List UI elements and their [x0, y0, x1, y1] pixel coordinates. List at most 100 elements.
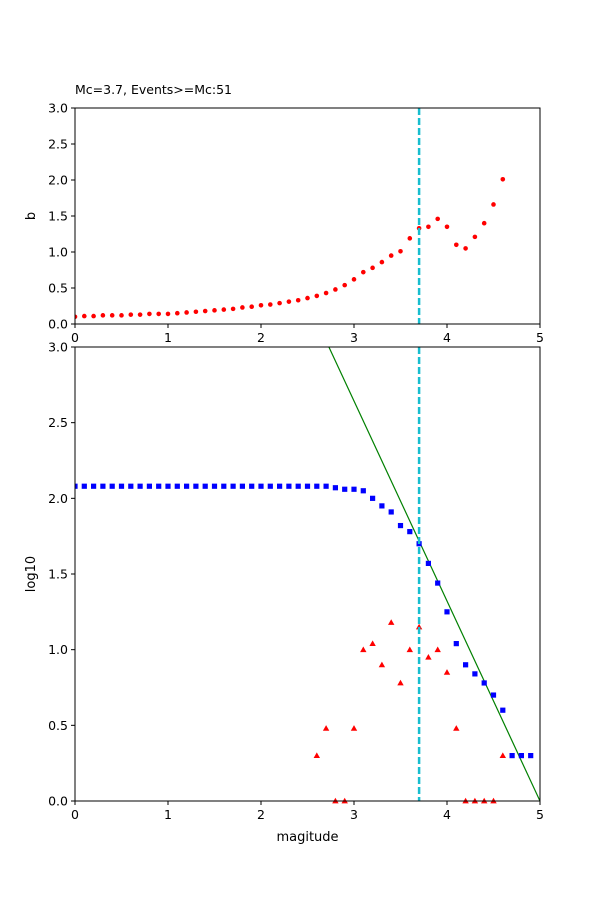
top-y-tick-label: 0.5 [48, 281, 68, 296]
top-point [454, 242, 459, 248]
top-point [361, 269, 366, 275]
bottom-point [509, 753, 515, 759]
bottom-point [463, 662, 469, 668]
top-point [407, 236, 413, 241]
top-point [286, 299, 292, 304]
bottom-point [230, 483, 236, 489]
top-point [277, 300, 282, 306]
top-panel-title: Mc=3.7, Events>=Mc:51 [75, 82, 232, 97]
bottom-point [379, 503, 385, 509]
top-point [314, 293, 320, 299]
bottom-point [360, 488, 366, 494]
bottom-point [314, 483, 320, 489]
top-point [491, 202, 496, 207]
bottom-point [351, 486, 357, 492]
bottom-point [174, 483, 180, 489]
bottom-point [443, 669, 451, 675]
bottom-panel-marks [75, 346, 540, 804]
bottom-y-tick-label: 3.0 [48, 340, 68, 355]
bottom-point [500, 707, 506, 713]
bottom-point [193, 483, 199, 489]
top-x-tick-label: 2 [257, 330, 265, 345]
top-y-tick-label: 3.0 [48, 101, 68, 116]
bottom-point [425, 654, 432, 660]
bottom-point [109, 483, 115, 489]
top-plot-area [75, 176, 506, 320]
bottom-point [184, 483, 190, 489]
bottom-panel-axes: 0 1 2 3 4 5 0.0 0.5 1.0 1.5 2.0 2.5 3.0 [48, 340, 544, 823]
log10-panel: magitude log10 0 1 2 3 4 5 0.0 0.5 1.0 1.5 2.0 2.5 3… [24, 340, 544, 846]
top-point [351, 277, 357, 282]
bottom-point [528, 753, 534, 759]
top-point [333, 287, 338, 292]
bottom-point [137, 483, 143, 489]
bottom-point [118, 483, 125, 489]
b-value-panel: Mc=3.7, Events>=Mc:51 b 0 1 2 3 4 5 0.0 0.5 1.0 1… [24, 82, 544, 345]
bottom-point [313, 752, 320, 758]
top-point [342, 282, 348, 288]
bottom-plot-area [75, 346, 540, 804]
bottom-point [360, 646, 367, 653]
bottom-point [304, 483, 311, 489]
bottom-point [490, 692, 497, 698]
bottom-point [277, 483, 283, 489]
top-point [75, 314, 78, 320]
top-point [240, 305, 245, 310]
top-panel-axes: 0 1 2 3 4 5 0.0 0.5 1.0 1.5 2.0 2.5 3.0 [48, 101, 544, 346]
bottom-point [342, 486, 348, 492]
top-point [202, 308, 208, 314]
bottom-point [434, 646, 441, 653]
top-point [100, 313, 106, 318]
bottom-point [75, 483, 78, 489]
bottom-point [388, 509, 394, 515]
bottom-point [323, 483, 329, 489]
bottom-point [221, 483, 227, 489]
bottom-point [91, 483, 97, 489]
bottom-point [156, 483, 162, 489]
top-x-tick-label: 3 [350, 330, 358, 345]
bottom-point [332, 485, 338, 491]
bottom-point [453, 725, 460, 731]
top-point [184, 310, 189, 315]
bottom-point [425, 560, 431, 567]
top-point [305, 295, 310, 301]
top-point [249, 304, 254, 310]
top-point [221, 307, 227, 312]
top-y-tick-label: 0.0 [48, 317, 68, 332]
top-point [426, 224, 431, 230]
top-point [128, 312, 134, 317]
bottom-y-tick-label: 2.5 [48, 415, 68, 430]
bottom-point [415, 623, 423, 630]
bottom-point [211, 483, 218, 489]
bottom-point [239, 483, 245, 489]
top-point [463, 246, 468, 251]
top-y-tick-label: 2.5 [48, 137, 68, 152]
top-x-tick-label: 4 [443, 330, 451, 345]
bottom-point [406, 646, 413, 653]
top-x-tick-label: 1 [164, 330, 172, 345]
top-point [137, 312, 143, 317]
bottom-point [444, 609, 450, 615]
bottom-point [472, 671, 478, 677]
top-y-tick-label: 1.0 [48, 245, 68, 260]
top-point [370, 265, 375, 271]
bottom-x-tick-label: 0 [71, 807, 79, 822]
top-point [323, 290, 329, 296]
top-panel-y-axis-label: b [24, 212, 39, 220]
bottom-series-0 [75, 483, 534, 759]
bottom-x-tick-label: 3 [350, 807, 358, 822]
bottom-y-tick-label: 0.5 [48, 718, 68, 733]
bottom-point [350, 725, 358, 731]
bottom-point [435, 580, 441, 586]
bottom-point [397, 679, 404, 686]
top-point [295, 297, 301, 303]
bottom-point [407, 529, 413, 535]
bottom-y-tick-label: 1.5 [48, 567, 68, 582]
top-point [258, 302, 264, 308]
top-point [388, 253, 394, 258]
bottom-x-tick-label: 1 [164, 807, 172, 822]
top-point [435, 216, 441, 222]
top-point [268, 302, 273, 307]
